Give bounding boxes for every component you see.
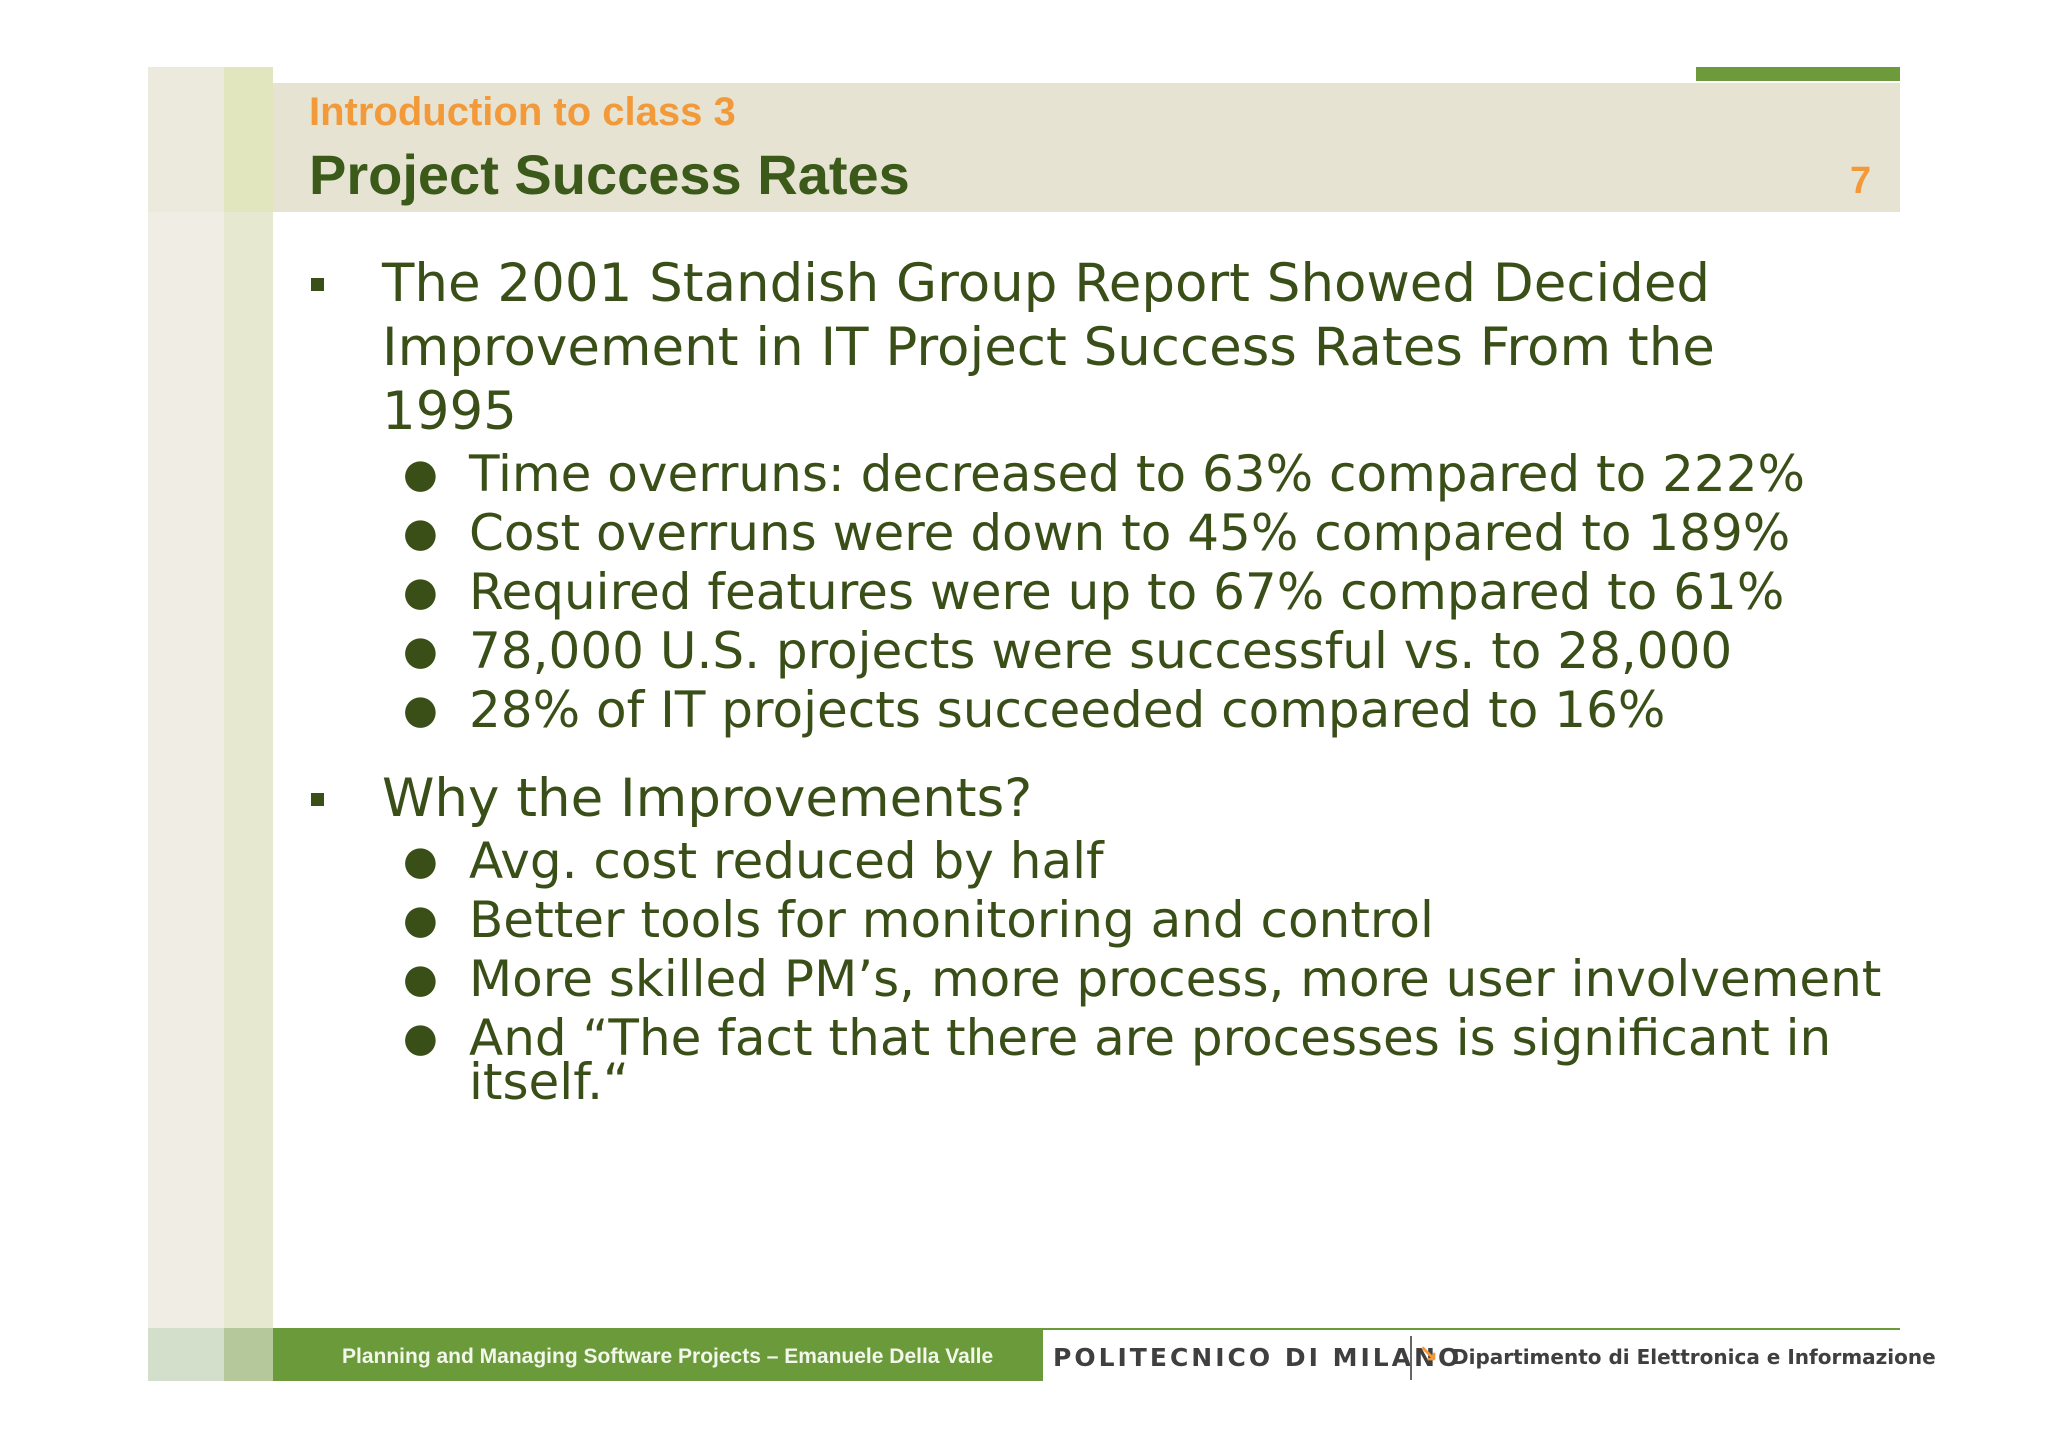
bullet-line: Why the Improvements? [382,768,1033,829]
round-bullet-icon: ● [403,1015,438,1061]
square-bullet-icon [311,278,324,291]
footer-line [1043,1328,1900,1330]
department-name: Dipartimento di Elettronica e Informazio… [1452,1345,1936,1369]
footer-decor-inner [224,1328,273,1381]
arrow-down-right-icon: ↘ [1418,1340,1439,1368]
round-bullet-icon: ● [403,628,438,674]
left-decor-column-header [148,67,224,212]
bullet-line: 1995 [382,381,517,442]
footer-course-title: Planning and Managing Software Projects … [342,1345,994,1368]
list-item: Avg. cost reduced by half [469,832,1104,890]
university-logo-text: POLITECNICO DI MILANO [1053,1343,1463,1372]
left-decor-column-inner-header [224,67,273,212]
list-item: More skilled PM’s, more process, more us… [469,950,1882,1008]
footer-band [273,1328,1043,1381]
slide-title: Project Success Rates [309,143,910,206]
list-item: And “The fact that there are processes i… [469,1009,1832,1067]
footer-decor [148,1328,224,1381]
left-decor-column [148,67,224,1381]
header-band [273,83,1900,212]
footer-separator [1410,1336,1412,1380]
round-bullet-icon: ● [403,451,438,497]
round-bullet-icon: ● [403,838,438,884]
list-item: Required features were up to 67% compare… [469,563,1785,621]
list-item: Better tools for monitoring and control [469,891,1434,949]
round-bullet-icon: ● [403,956,438,1002]
list-item: Cost overruns were down to 45% compared … [469,504,1791,562]
bullet-line: Improvement in IT Project Success Rates … [382,317,1715,378]
round-bullet-icon: ● [403,687,438,733]
header-accent-bar [1696,67,1900,81]
round-bullet-icon: ● [403,569,438,615]
page-number: 7 [1850,160,1872,202]
square-bullet-icon [311,793,324,806]
list-item: 78,000 U.S. projects were successful vs.… [469,622,1733,680]
left-decor-column-inner [224,67,273,1381]
slide-subtitle: Introduction to class 3 [309,90,736,134]
bullet-line: The 2001 Standish Group Report Showed De… [382,253,1711,314]
list-item: 28% of IT projects succeeded compared to… [469,681,1666,739]
list-item-continuation: itself.“ [469,1053,629,1111]
round-bullet-icon: ● [403,510,438,556]
round-bullet-icon: ● [403,897,438,943]
list-item: Time overruns: decreased to 63% compared… [469,445,1806,503]
